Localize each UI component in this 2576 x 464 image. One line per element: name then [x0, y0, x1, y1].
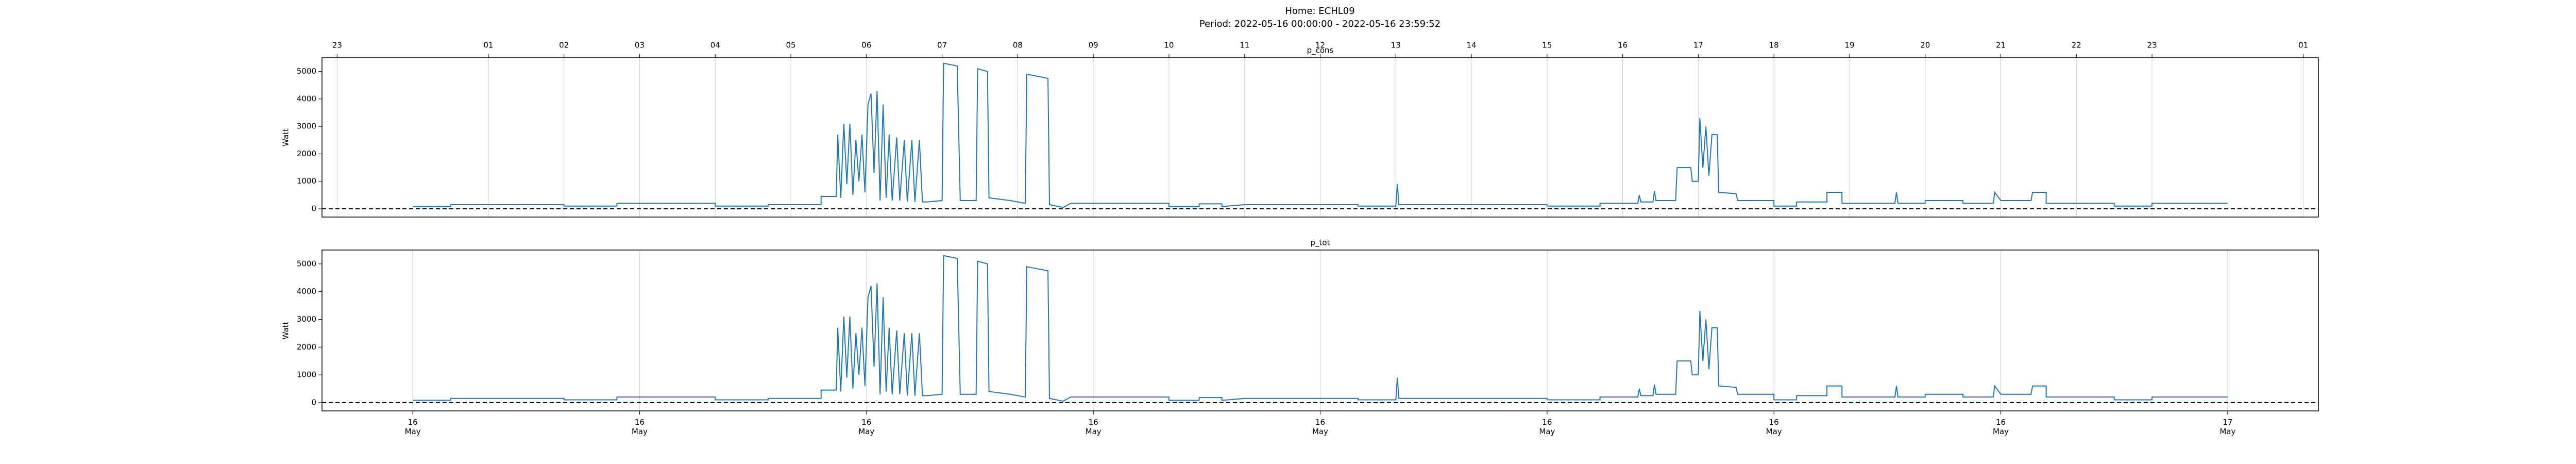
x2-tick-label: 23: [332, 41, 342, 50]
x-tick-label: 16 May: [1993, 418, 2009, 436]
y-tick-label: 4000: [297, 94, 316, 103]
x2-tick-label: 21: [1996, 41, 2006, 50]
y-tick-label: 0: [311, 397, 316, 407]
x2-tick-label: 08: [1013, 41, 1023, 50]
x2-tick-label: 03: [635, 41, 645, 50]
x2-tick-label: 11: [1240, 41, 1249, 50]
x2-tick-label: 14: [1467, 41, 1477, 50]
x2-tick-label: 10: [1164, 41, 1174, 50]
x2-tick-label: 16: [1618, 41, 1628, 50]
axes-frame: [321, 57, 2319, 218]
x2-tick-label: 05: [786, 41, 795, 50]
y-tick-label: 5000: [297, 67, 316, 76]
x-tick-label: 16 May: [1766, 418, 1782, 436]
x2-tick-label: 07: [937, 41, 947, 50]
y-tick-label: 0: [311, 204, 316, 213]
figure-subtitle: Period: 2022-05-16 00:00:00 - 2022-05-16…: [1199, 19, 1440, 29]
axes-frame: [321, 250, 2319, 411]
x-tick-label: 16 May: [858, 418, 874, 436]
x2-tick-label: 23: [2147, 41, 2157, 50]
x-tick-label: 16 May: [632, 418, 648, 436]
y-tick-label: 1000: [297, 176, 316, 186]
x2-tick-label: 06: [861, 41, 871, 50]
subplot-title: p_cons: [1307, 46, 1334, 56]
x-tick-label: 16 May: [1086, 418, 1101, 436]
x-tick-label: 17 May: [2219, 418, 2235, 436]
x2-tick-label: 04: [710, 41, 720, 50]
y-tick-label: 2000: [297, 342, 316, 352]
x2-tick-label: 20: [1920, 41, 1930, 50]
x2-tick-label: 02: [559, 41, 569, 50]
y-tick-label: 3000: [297, 314, 316, 324]
x2-tick-label: 13: [1391, 41, 1401, 50]
x2-tick-label: 09: [1089, 41, 1098, 50]
x2-tick-label: 12: [1315, 41, 1325, 50]
data-line: [413, 62, 2228, 208]
x-tick-label: 16 May: [1312, 418, 1328, 436]
x2-tick-label: 19: [1844, 41, 1854, 50]
x2-tick-label: 15: [1542, 41, 1552, 50]
y-tick-label: 3000: [297, 122, 316, 131]
figure-title: Home: ECHL09: [1285, 6, 1354, 16]
data-line: [413, 255, 2228, 402]
x-tick-label: 16 May: [1539, 418, 1555, 436]
x2-tick-label: 01: [483, 41, 493, 50]
y-axis-label: Watt: [281, 321, 291, 339]
x2-tick-label: 22: [2072, 41, 2081, 50]
x-tick-label: 16 May: [405, 418, 421, 436]
x2-tick-label: 17: [1693, 41, 1703, 50]
y-tick-label: 2000: [297, 149, 316, 158]
x2-tick-label: 18: [1769, 41, 1779, 50]
y-tick-label: 4000: [297, 287, 316, 296]
x2-tick-label: 01: [2298, 41, 2308, 50]
y-axis-label: Watt: [281, 128, 291, 146]
subplot-title: p_tot: [1311, 238, 1330, 248]
y-tick-label: 5000: [297, 259, 316, 268]
y-tick-label: 1000: [297, 370, 316, 379]
